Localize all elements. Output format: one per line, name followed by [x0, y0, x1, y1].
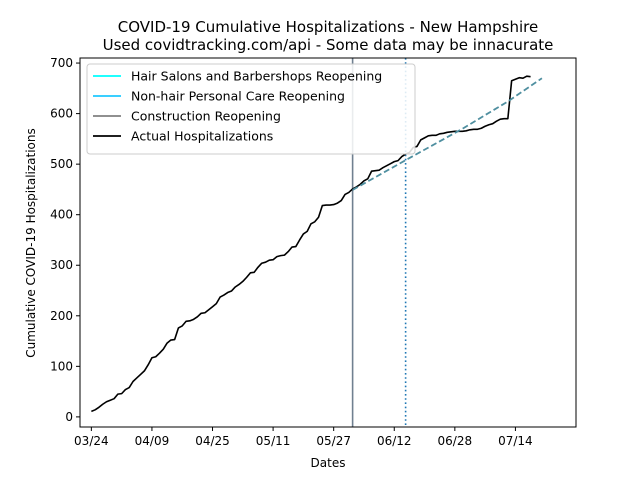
legend-label: Actual Hospitalizations [131, 129, 273, 144]
x-tick-label: 03/24 [74, 434, 109, 448]
legend: Hair Salons and Barbershops Reopening Non… [86, 63, 416, 155]
legend-label: Construction Reopening [131, 109, 281, 124]
y-tick-label: 500 [50, 157, 73, 171]
y-tick-label: 200 [50, 309, 73, 323]
projection-line [352, 77, 543, 191]
x-axis-label: Dates [311, 456, 346, 470]
y-axis-label: Cumulative COVID-19 Hospitalizations [24, 128, 38, 358]
x-tick-label: 05/11 [256, 434, 291, 448]
x-tick-label: 07/14 [498, 434, 533, 448]
chart-title-line2: Used covidtracking.com/api - Some data m… [103, 36, 554, 54]
x-tick-label: 06/12 [377, 434, 412, 448]
x-tick-label: 04/09 [135, 434, 170, 448]
y-tick-label: 400 [50, 208, 73, 222]
y-tick-label: 0 [65, 410, 73, 424]
y-tick-label: 100 [50, 359, 73, 373]
axes-frame [79, 57, 577, 428]
x-tick-label: 06/28 [438, 434, 473, 448]
y-tick-label: 300 [50, 258, 73, 272]
legend-label: Non-hair Personal Care Reopening [131, 89, 345, 104]
legend-label: Hair Salons and Barbershops Reopening [131, 69, 382, 84]
y-tick-label: 700 [50, 56, 73, 70]
chart-title-line1: COVID-19 Cumulative Hospitalizations - N… [118, 18, 538, 36]
x-tick-label: 05/27 [316, 434, 351, 448]
plot-area: 03/24 04/09 04/25 05/11 05/27 06/12 06/28 07/14… [50, 56, 577, 448]
x-tick-label: 04/25 [195, 434, 230, 448]
legend-box [86, 63, 416, 155]
y-tick-label: 600 [50, 107, 73, 121]
